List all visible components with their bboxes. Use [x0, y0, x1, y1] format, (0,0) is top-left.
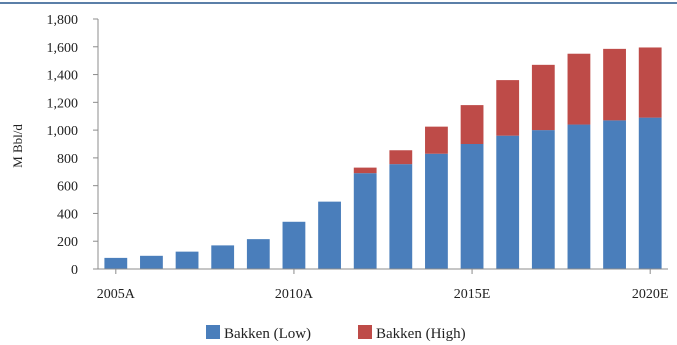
bar-high-2016E	[496, 80, 520, 136]
bar-low-2006A	[140, 255, 163, 269]
x-tick-label: 2010A	[275, 287, 314, 302]
bar-high-2018E	[567, 53, 591, 125]
bar-low-2013A	[389, 164, 413, 269]
legend-label-low: Bakken (Low)	[224, 326, 311, 342]
bar-low-2009A	[246, 239, 270, 269]
legend-swatch-low	[206, 325, 220, 339]
x-tick-label: 2015E	[454, 287, 491, 302]
bar-high-2019E	[603, 48, 626, 121]
bar-low-2016E	[496, 135, 520, 269]
bar-low-2020E	[638, 117, 662, 269]
y-tick-label: 1,800	[47, 13, 79, 28]
bar-high-2020E	[638, 47, 662, 118]
bar-low-2011A	[318, 201, 341, 269]
y-tick-label: 1,200	[47, 96, 79, 111]
legend-label-high: Bakken (High)	[376, 326, 466, 342]
bar-low-2012A	[353, 173, 377, 269]
y-axis: 0 200 400 600 800 1,000 1,200 1,400 1,600 1,800	[47, 13, 98, 278]
bar-high-2017E	[531, 64, 555, 131]
bar-low-2005A	[104, 257, 128, 269]
bar-high-2014A	[425, 126, 448, 154]
y-tick-label: 1,400	[47, 69, 79, 84]
y-tick-label: 200	[57, 235, 78, 250]
y-tick-label: 400	[57, 207, 78, 222]
bar-low-2007A	[175, 251, 199, 269]
legend: Bakken (Low) Bakken (High)	[206, 325, 466, 342]
bar-low-2008A	[211, 245, 235, 269]
bar-low-2015E	[460, 144, 484, 269]
y-tick-label: 0	[71, 263, 78, 278]
bar-low-2014A	[425, 153, 448, 269]
y-tick-label: 1,600	[47, 41, 79, 56]
bar-low-2017E	[531, 130, 555, 269]
bar-high-2015E	[460, 105, 484, 144]
legend-swatch-high	[358, 325, 372, 339]
bar-low-2019E	[603, 120, 626, 269]
y-axis-title: M Bbl/d	[10, 124, 25, 168]
y-tick-label: 1,000	[47, 124, 79, 139]
bars	[104, 47, 662, 269]
axes	[97, 19, 668, 270]
bar-low-2010A	[282, 221, 306, 269]
bar-high-2012A	[353, 167, 377, 174]
bar-low-2018E	[567, 124, 591, 269]
y-tick-label: 800	[57, 152, 78, 167]
bar-high-2013A	[389, 150, 413, 165]
x-tick-label: 2005A	[97, 287, 136, 302]
x-tick-label: 2020E	[632, 287, 669, 302]
x-axis: 2005A 2010A 2015E 2020E	[97, 269, 669, 302]
y-tick-label: 600	[57, 180, 78, 195]
